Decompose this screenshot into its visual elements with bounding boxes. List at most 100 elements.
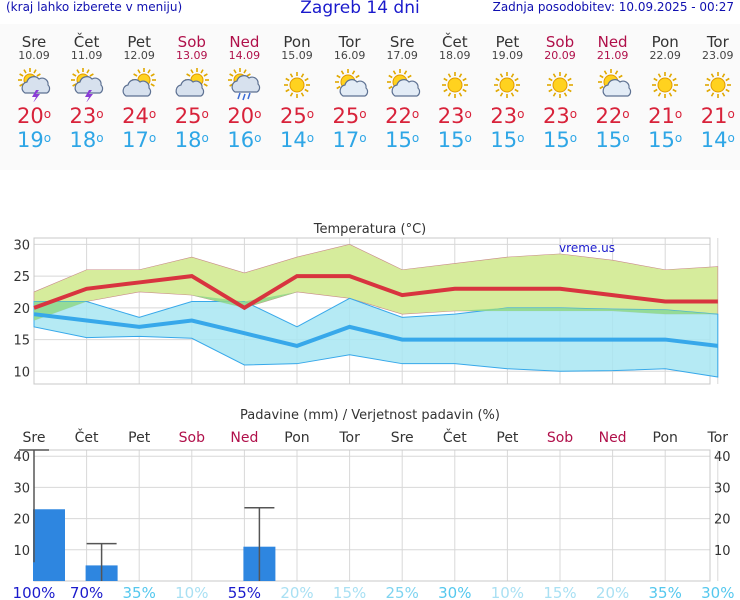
min-temperature: 15o <box>490 128 525 152</box>
temperature-chart: Temperatura (°C) 10 15 20 25 30 vreme.us <box>13 222 719 385</box>
y-tick-label: 30 <box>13 481 30 496</box>
day-column: Pet 12.09 24o 17o <box>113 34 165 152</box>
precip-probability: 100% <box>13 584 56 600</box>
last-update: Zadnja posodobitev: 10.09.2025 - 00:27 <box>492 0 734 14</box>
day-column: Sob 13.09 25o 18o <box>166 34 218 152</box>
day-name: Pet <box>495 33 520 51</box>
day-column: Tor 23.09 21o 14o <box>692 34 740 152</box>
day-date: 13.09 <box>176 49 208 62</box>
max-temperature: 25o <box>174 104 209 128</box>
max-temperature: 22o <box>385 104 420 128</box>
x-tick-label: Sob <box>547 430 573 446</box>
day-name: Pon <box>283 33 311 51</box>
precip-probability: 20% <box>596 584 629 600</box>
y-tick-label: 15 <box>13 334 30 349</box>
precip-probability: 35% <box>123 584 156 600</box>
x-tick-label: Tor <box>707 430 729 446</box>
day-name: Sob <box>545 33 575 51</box>
day-date: 23.09 <box>702 49 734 62</box>
y-tick-label: 10 <box>13 544 30 559</box>
day-column: Sob 20.09 23o 15o <box>534 34 586 152</box>
day-name: Ned <box>229 33 260 51</box>
thunderstorm-icon <box>70 68 103 103</box>
max-temperature: 23o <box>69 104 104 128</box>
day-column: Čet 18.09 23o 15o <box>429 34 481 152</box>
day-column: Ned 14.09 20o 16o <box>218 34 270 152</box>
min-temperature: 15o <box>648 128 683 152</box>
partly-cloudy-icon <box>175 68 209 97</box>
precip-probability: 30% <box>438 584 471 600</box>
day-name: Sre <box>21 33 47 51</box>
day-name: Pet <box>127 33 151 51</box>
day-name: Tor <box>706 33 729 51</box>
x-tick-label: Ned <box>230 430 258 446</box>
min-temperature: 18o <box>69 128 104 152</box>
thunderstorm-icon <box>18 68 51 103</box>
min-temperature: 14o <box>279 128 315 152</box>
day-name: Čet <box>442 33 468 51</box>
precip-probability: 70% <box>70 584 103 600</box>
chart-title: Padavine (mm) / Verjetnost padavin (%) <box>240 408 500 423</box>
day-date: 18.09 <box>439 49 471 62</box>
precip-probability: 10% <box>491 584 524 600</box>
min-temperature: 15o <box>437 128 472 152</box>
min-temperature: 19o <box>16 128 52 152</box>
x-tick-label: Pon <box>653 430 678 446</box>
precip-probability: 25% <box>386 584 419 600</box>
day-name: Ned <box>597 33 628 51</box>
day-date: 22.09 <box>649 49 681 62</box>
day-date: 12.09 <box>123 49 155 62</box>
precip-probability: 10% <box>175 584 208 600</box>
day-column: Tor 16.09 25o 17o <box>324 34 376 152</box>
max-temperature-line <box>33 274 718 311</box>
y-tick-label: 20 <box>13 513 30 528</box>
day-date: 21.09 <box>596 49 629 62</box>
max-temperature: 20o <box>16 104 52 128</box>
day-date: 19.09 <box>491 49 524 62</box>
y-tick-label: 20 <box>13 302 30 317</box>
precip-probability: 30% <box>701 584 734 600</box>
max-temperature: 20o <box>227 104 262 128</box>
day-date: 20.09 <box>544 49 576 62</box>
day-column: Ned 21.09 22o 15o <box>587 34 639 152</box>
sun-icon <box>441 72 468 98</box>
min-temperature: 15o <box>595 128 630 152</box>
page-title: Zagreb 14 dni <box>300 0 420 18</box>
precip-probability: 20% <box>280 584 313 600</box>
x-tick-label: Pet <box>128 430 151 446</box>
x-tick-label: Čet <box>443 428 467 446</box>
precip-probability: 55% <box>228 584 261 600</box>
min-temperature: 15o <box>542 128 578 152</box>
sun-cloud-icon <box>597 69 631 97</box>
min-temperature: 16o <box>227 128 262 152</box>
precipitation-chart: Padavine (mm) / Verjetnost padavin (%) Sr… <box>13 408 735 600</box>
watermark: vreme.us <box>559 241 615 255</box>
min-range-band <box>33 297 719 378</box>
x-tick-label: Sre <box>23 430 46 446</box>
y-tick-label-right: 30 <box>714 481 731 496</box>
day-date: 15.09 <box>281 49 313 62</box>
x-tick-label: Čet <box>75 428 99 446</box>
precip-probability: 35% <box>649 584 682 600</box>
day-column: Pet 19.09 23o 15o <box>481 34 533 152</box>
day-column: Čet 11.09 23o 18o <box>61 34 113 152</box>
y-tick-label-right: 20 <box>714 513 731 528</box>
y-tick-label-right: 40 <box>714 450 731 465</box>
day-column: Pon 22.09 21o 15o <box>639 34 691 152</box>
day-date: 11.09 <box>70 49 103 62</box>
min-temperature: 15o <box>385 128 420 152</box>
y-tick-label: 25 <box>13 270 30 285</box>
day-date: 14.09 <box>228 49 261 62</box>
sun-icon <box>547 72 573 98</box>
sun-icon <box>704 72 731 98</box>
precip-probability: 15% <box>333 584 366 600</box>
precip-bar <box>33 509 65 581</box>
max-temperature: 25o <box>279 104 315 128</box>
min-temperature: 17o <box>122 128 157 152</box>
min-temperature: 17o <box>332 128 367 152</box>
x-tick-label: Sre <box>391 430 414 446</box>
x-tick-label: Pon <box>284 430 309 446</box>
max-temperature: 21o <box>700 104 735 128</box>
x-tick-label: Pet <box>496 430 519 446</box>
day-name: Čet <box>73 33 100 51</box>
